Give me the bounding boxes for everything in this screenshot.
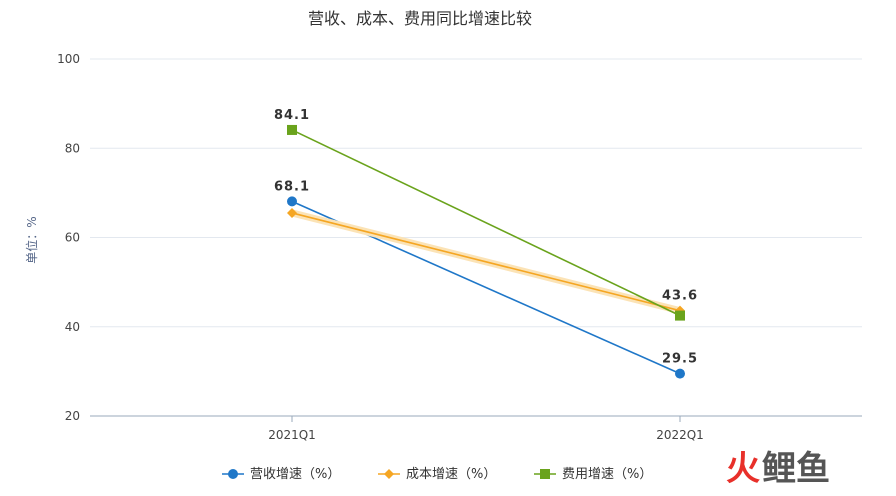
- data-labels: 68.1 29.5 43.6 84.1: [274, 108, 698, 367]
- y-tick-label: 100: [57, 52, 80, 66]
- data-point: [675, 310, 685, 321]
- y-axis-label: 单位：%: [24, 216, 39, 263]
- legend-label: 成本增速（%）: [406, 467, 496, 482]
- y-tick-label: 80: [65, 141, 80, 155]
- y-tick-label: 40: [65, 320, 80, 334]
- data-label: 29.5: [662, 352, 698, 367]
- legend-marker: [540, 469, 550, 479]
- watermark-part1: 火: [726, 449, 760, 489]
- x-tick-label: 2022Q1: [656, 428, 704, 442]
- watermark-part2: 鲤鱼: [762, 449, 830, 489]
- legend-label: 营收增速（%）: [250, 467, 340, 482]
- grid-lines: [90, 58, 862, 328]
- y-tick-label: 60: [65, 231, 80, 245]
- legend-label: 费用增速（%）: [562, 467, 652, 482]
- series-2: [287, 207, 685, 316]
- data-label: 68.1: [274, 179, 310, 194]
- legend-marker: [384, 469, 394, 479]
- series-line: [291, 212, 681, 312]
- data-point: [287, 207, 297, 218]
- series-3: [287, 124, 685, 321]
- legend-item-3[interactable]: 费用增速（%）: [534, 467, 652, 482]
- series-layer: [287, 124, 685, 379]
- legend-item-2[interactable]: 成本增速（%）: [378, 467, 496, 482]
- legend-marker: [228, 469, 238, 479]
- data-label: 84.1: [274, 108, 310, 123]
- series-line: [291, 129, 681, 317]
- data-point: [287, 124, 297, 135]
- legend-item-1[interactable]: 营收增速（%）: [222, 467, 340, 482]
- legend: 营收增速（%） 成本增速（%） 费用增速（%）: [222, 467, 652, 482]
- data-point: [675, 368, 685, 379]
- data-point: [287, 196, 297, 207]
- data-label: 43.6: [662, 289, 698, 304]
- axes: 20 40 60 80 100 2021Q1 2022Q1: [57, 52, 862, 442]
- watermark-logo: 火 鲤鱼: [726, 449, 830, 489]
- y-tick-label: 20: [65, 409, 80, 423]
- chart-title: 营收、成本、费用同比增速比较: [308, 9, 532, 28]
- x-tick-label: 2021Q1: [268, 428, 316, 442]
